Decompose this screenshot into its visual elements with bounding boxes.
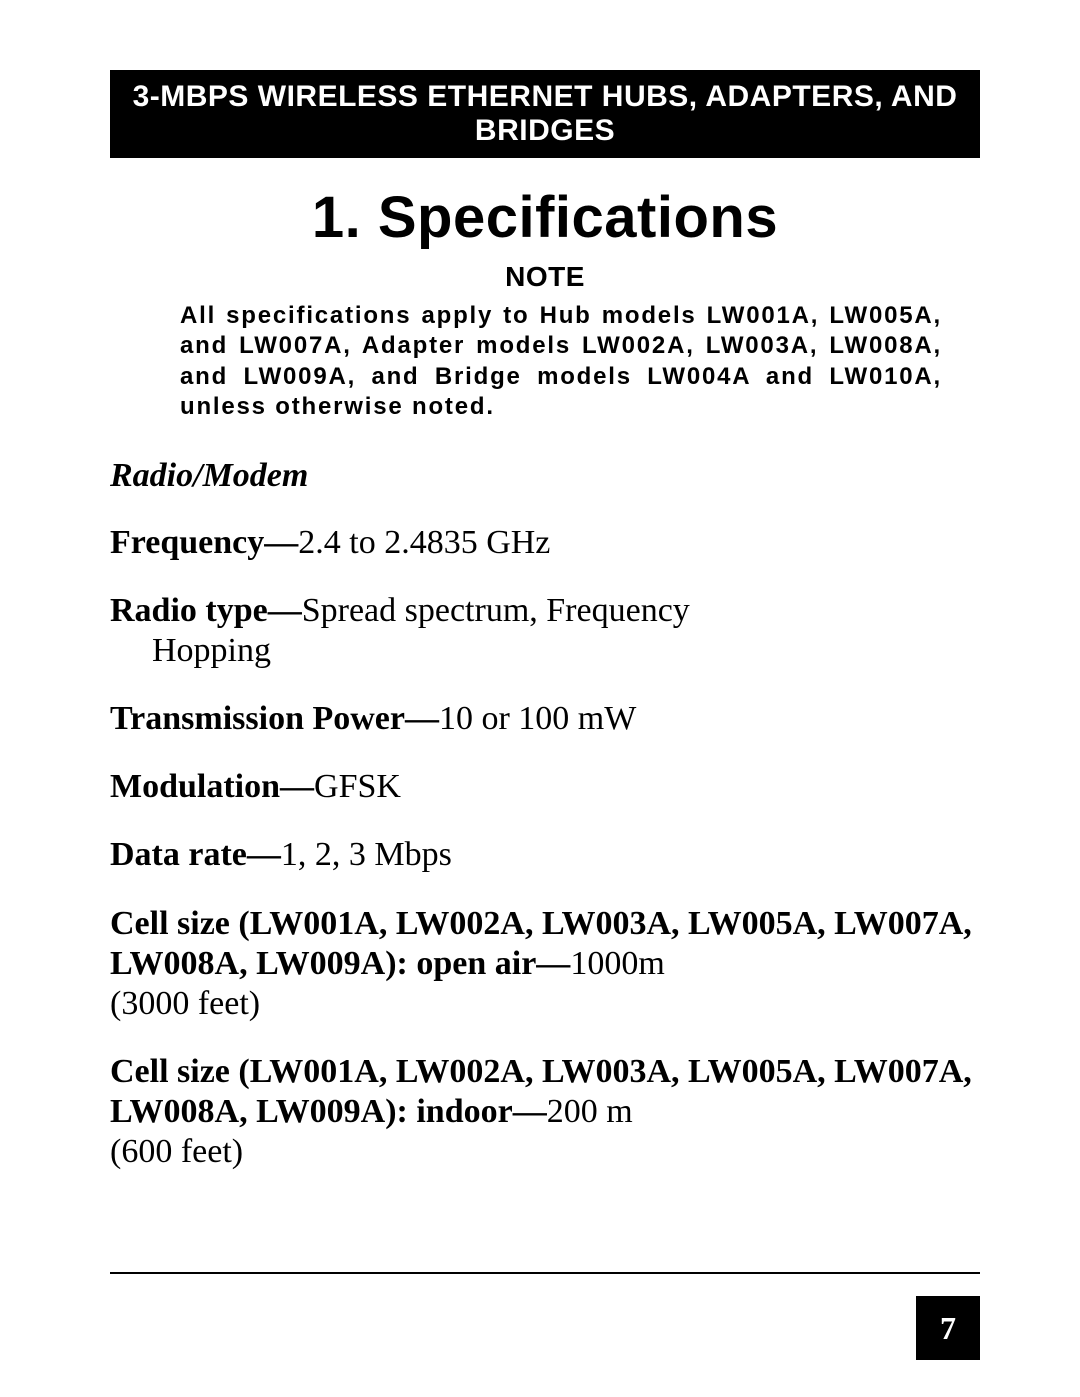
spec-value: GFSK — [314, 768, 401, 805]
spec-value: 1, 2, 3 Mbps — [281, 836, 452, 873]
spec-data-rate: Data rate—1, 2, 3 Mbps — [110, 835, 980, 875]
page-content: 3-MBPS WIRELESS ETHERNET HUBS, ADAPTERS,… — [110, 70, 980, 1172]
spec-transmission-power: Transmission Power—10 or 100 mW — [110, 699, 980, 739]
spec-label: Cell size (LW001A, LW002A, LW003A, LW005… — [110, 905, 972, 982]
header-bar: 3-MBPS WIRELESS ETHERNET HUBS, ADAPTERS,… — [110, 70, 980, 158]
spec-modulation: Modulation—GFSK — [110, 767, 980, 807]
spec-value: 10 or 100 mW — [439, 700, 636, 737]
chapter-title: 1. Specifications — [110, 184, 980, 251]
spec-continuation: (600 feet) — [110, 1132, 980, 1172]
section-heading-radio-modem: Radio/Modem — [110, 457, 980, 495]
spec-label: Modulation— — [110, 768, 314, 805]
spec-label: Frequency— — [110, 524, 298, 561]
spec-value: 200 m — [547, 1093, 633, 1130]
note-label: NOTE — [110, 261, 980, 293]
spec-label: Radio type— — [110, 592, 302, 629]
spec-label: Cell size (LW001A, LW002A, LW003A, LW005… — [110, 1053, 972, 1130]
spec-label: Data rate— — [110, 836, 281, 873]
spec-continuation: Hopping — [110, 631, 980, 671]
spec-cell-size-open-air: Cell size (LW001A, LW002A, LW003A, LW005… — [110, 904, 980, 1024]
spec-cell-size-indoor: Cell size (LW001A, LW002A, LW003A, LW005… — [110, 1052, 980, 1172]
spec-frequency: Frequency—2.4 to 2.4835 GHz — [110, 523, 980, 563]
spec-value: Spread spectrum, Frequency — [302, 592, 690, 629]
page-number: 7 — [916, 1296, 980, 1360]
spec-continuation: (3000 feet) — [110, 984, 980, 1024]
footer-rule — [110, 1272, 980, 1274]
note-body: All specifications apply to Hub models L… — [180, 301, 942, 423]
spec-label: Transmission Power— — [110, 700, 439, 737]
spec-radio-type: Radio type—Spread spectrum, Frequency Ho… — [110, 591, 980, 671]
spec-value: 1000m — [570, 945, 664, 982]
spec-value: 2.4 to 2.4835 GHz — [298, 524, 550, 561]
